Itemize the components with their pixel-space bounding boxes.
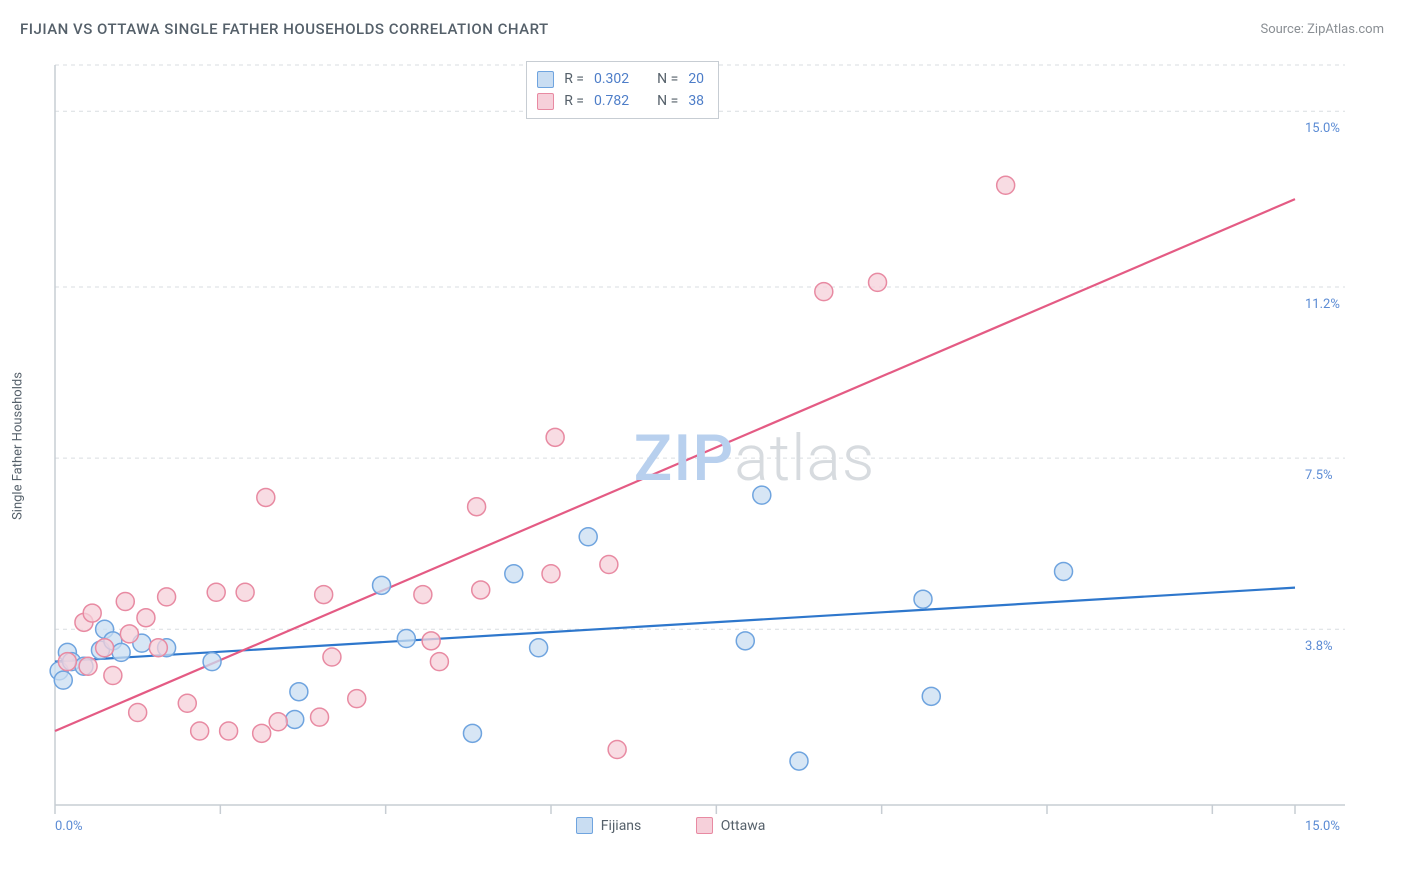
legend-n-value: 38	[688, 90, 704, 112]
chart-title: FIJIAN VS OTTAWA SINGLE FATHER HOUSEHOLD…	[20, 20, 549, 38]
legend-swatch	[537, 71, 554, 88]
source-label: Source: ZipAtlas.com	[1260, 22, 1384, 37]
y-tick-label: 3.8%	[1305, 639, 1333, 654]
legend-row: R = 0.782 N = 38	[537, 90, 704, 112]
x-tick-label: 0.0%	[55, 819, 83, 834]
legend-item: Ottawa	[696, 817, 766, 834]
legend-label: Ottawa	[721, 818, 766, 834]
legend-n-label: N =	[657, 90, 678, 112]
legend-swatch	[576, 817, 593, 834]
legend-r-label: R =	[564, 68, 584, 90]
legend-item: Fijians	[576, 817, 641, 834]
y-axis-label: Single Father Households	[11, 372, 26, 520]
chart-svg	[55, 55, 1345, 835]
y-tick-label: 11.2%	[1305, 297, 1340, 312]
plot-area: ZIPatlas R =0.302N =20R =0.782N =38	[55, 55, 1345, 835]
legend-r-value: 0.302	[594, 68, 629, 90]
legend-label: Fijians	[601, 818, 641, 834]
x-tick-label: 15.0%	[1305, 819, 1340, 834]
legend-correlation: R = 0.302 N = 20 R = 0.782 N = 38	[526, 61, 719, 119]
legend-row: R = 0.302 N = 20	[537, 68, 704, 90]
legend-r-label: R =	[564, 90, 584, 112]
legend-swatch	[537, 93, 554, 110]
y-tick-label: 15.0%	[1305, 121, 1340, 136]
y-tick-label: 7.5%	[1305, 468, 1333, 483]
legend-n-value: 20	[688, 68, 704, 90]
legend-r-value: 0.782	[594, 90, 629, 112]
legend-swatch	[696, 817, 713, 834]
legend-n-label: N =	[657, 68, 678, 90]
